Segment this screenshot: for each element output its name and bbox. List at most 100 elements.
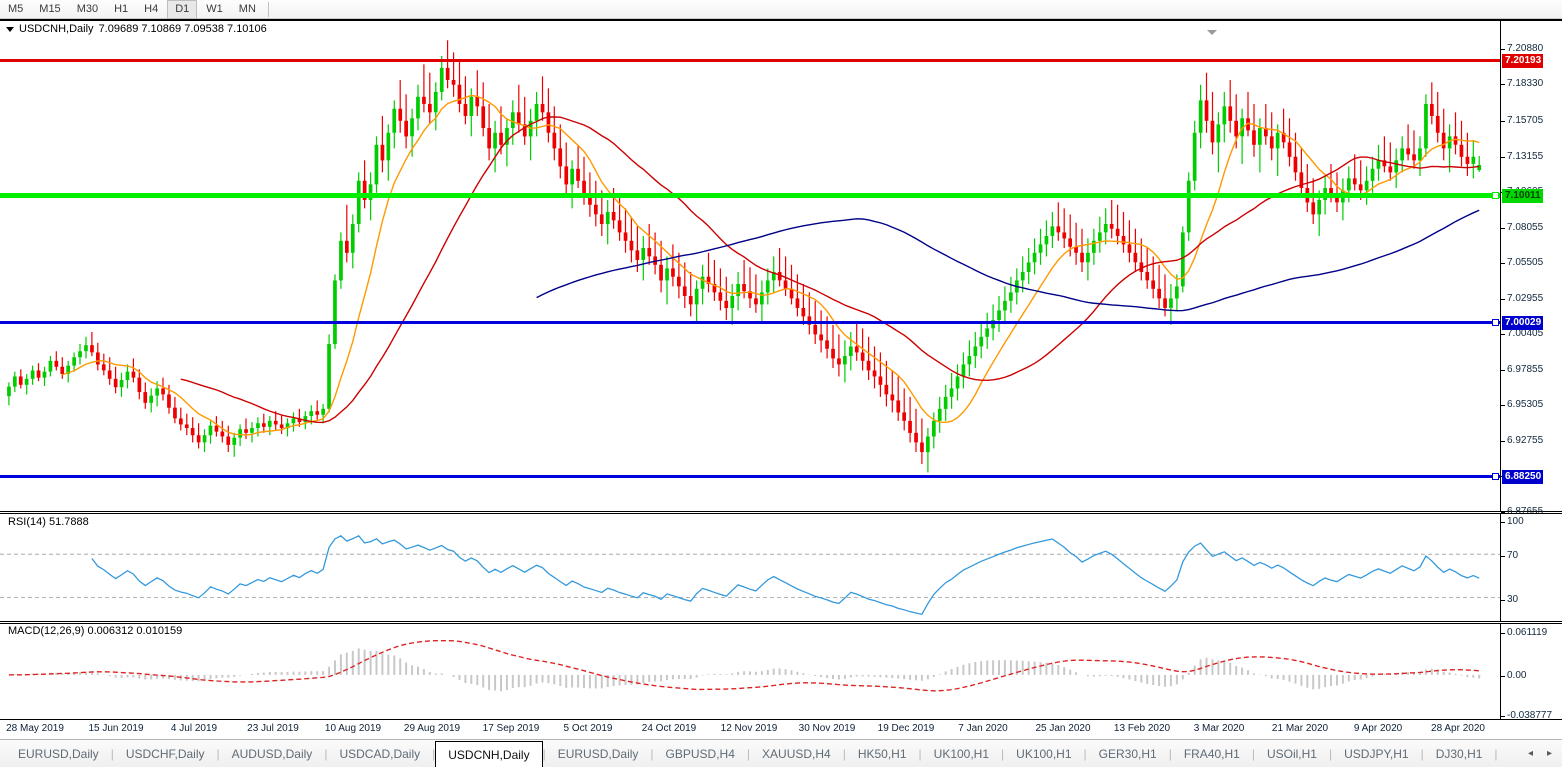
- tab-separator: |: [746, 746, 751, 761]
- price-tick: [1501, 370, 1505, 371]
- tab-separator: |: [1328, 746, 1333, 761]
- chart-tab-ger30-h1[interactable]: GER30,H1: [1098, 746, 1157, 761]
- chart-tab-usdcad-daily[interactable]: USDCAD,Daily: [339, 746, 421, 761]
- rsi-tick: [1501, 600, 1505, 601]
- macd-tick-label: -0.038777: [1507, 710, 1553, 721]
- rsi-canvas: [0, 534, 1500, 616]
- chart-collapse-icon[interactable]: [1207, 22, 1217, 40]
- price-tick-label: 7.15705: [1507, 115, 1544, 126]
- level-line-handle[interactable]: [1492, 473, 1499, 480]
- tab-separator: |: [650, 746, 654, 761]
- price-tick: [1501, 84, 1505, 85]
- price-level-tag-blue[interactable]: 7.00029: [1502, 316, 1544, 330]
- chart-tab-eurusd-daily[interactable]: EURUSD,Daily: [557, 746, 639, 761]
- price-plot-area[interactable]: [0, 21, 1500, 511]
- price-level-tag-green[interactable]: 7.10011: [1502, 189, 1543, 203]
- rsi-axis: 10070300: [1500, 514, 1562, 637]
- price-tick-label: 7.05505: [1507, 257, 1544, 268]
- chart-tab-fra40-h1[interactable]: FRA40,H1: [1183, 746, 1240, 761]
- tab-separator: |: [842, 746, 846, 761]
- timeframe-button-w1[interactable]: W1: [206, 2, 223, 15]
- chart-frame: USDCNH,Daily 7.09689 7.10869 7.09538 7.1…: [0, 19, 1562, 739]
- level-line-handle[interactable]: [1492, 319, 1499, 326]
- scroll-right-icon[interactable]: ▸: [1546, 748, 1552, 759]
- date-tick-label: 28 May 2019: [6, 723, 64, 734]
- tab-separator: |: [1001, 746, 1005, 761]
- horizontal-level-line-green[interactable]: [0, 193, 1500, 198]
- chart-menu-icon[interactable]: [6, 26, 14, 32]
- timeframe-button-d1[interactable]: D1: [167, 0, 198, 19]
- chart-tab-uk100-h1[interactable]: UK100,H1: [933, 746, 990, 761]
- date-tick-label: 29 Aug 2019: [403, 723, 461, 734]
- date-tick-label: 24 Oct 2019: [641, 723, 697, 734]
- tab-separator: |: [432, 746, 436, 761]
- price-tick: [1501, 334, 1505, 335]
- macd-plot-area[interactable]: [0, 624, 1500, 719]
- price-tick: [1501, 512, 1505, 513]
- price-tick-label: 6.95305: [1507, 399, 1544, 410]
- timeframe-button-mn[interactable]: MN: [238, 2, 256, 15]
- date-axis: 28 May 2019 15 Jun 2019 4 Jul 2019 23 Jul 2…: [0, 721, 1500, 739]
- date-tick-label: 3 Mar 2020: [1193, 723, 1245, 734]
- price-tick-label: 7.00405: [1507, 328, 1544, 339]
- symbol-name: USDCNH,Daily: [19, 23, 94, 35]
- macd-label: MACD(12,26,9) 0.006312 0.010159: [6, 625, 185, 637]
- macd-tick: [1501, 633, 1505, 634]
- chart-tab-uk100-h1[interactable]: UK100,H1: [1016, 746, 1072, 761]
- horizontal-level-line-red[interactable]: [0, 59, 1500, 62]
- price-level-tag-blue[interactable]: 6.88250: [1502, 470, 1544, 484]
- date-tick-label: 4 Jul 2019: [170, 723, 218, 734]
- timeframe-button-m5[interactable]: M5: [8, 2, 24, 15]
- price-tick-label: 7.18330: [1507, 78, 1544, 89]
- macd-tick: [1501, 716, 1505, 717]
- chart-tab-gbpusd-h4[interactable]: GBPUSD,H4: [665, 746, 735, 761]
- date-tick-label: 30 Nov 2019: [798, 723, 856, 734]
- price-level-tag-red[interactable]: 7.20193: [1502, 54, 1544, 68]
- chevron-down-icon: [1207, 30, 1217, 35]
- chart-tab-xauusd-h4[interactable]: XAUUSD,H4: [762, 746, 831, 761]
- price-tick-label: 7.13155: [1507, 151, 1544, 162]
- tab-scroll-controls: ◂ ▸: [1528, 740, 1562, 767]
- date-tick-label: 7 Jan 2020: [958, 723, 1008, 734]
- tab-separator: |: [1420, 746, 1424, 761]
- tab-separator: |: [110, 746, 114, 761]
- chart-tab-usdchf-daily[interactable]: USDCHF,Daily: [125, 746, 205, 761]
- chart-tab-usdcnh-daily[interactable]: USDCNH,Daily: [435, 741, 543, 767]
- chart-tab-hk50-h1[interactable]: HK50,H1: [857, 746, 907, 761]
- tab-separator: |: [324, 746, 328, 761]
- symbol-ohlc: 7.09689 7.10869 7.09538 7.10106: [98, 23, 267, 35]
- price-tick: [1501, 121, 1505, 122]
- macd-axis: 0.061119 0.00 -0.038777: [1500, 624, 1562, 721]
- timeframe-button-h1[interactable]: H1: [114, 2, 129, 15]
- price-tick-label: 6.97855: [1507, 364, 1544, 375]
- horizontal-level-line-blue[interactable]: [0, 475, 1500, 478]
- scroll-left-icon[interactable]: ◂: [1527, 748, 1533, 759]
- chart-tab-bar: EURUSD,Daily | USDCHF,Daily | AUDUSD,Daily | U…: [0, 739, 1562, 767]
- rsi-plot-area[interactable]: [0, 514, 1500, 621]
- rsi-label: RSI(14) 51.7888: [6, 516, 91, 528]
- price-tick: [1501, 299, 1505, 300]
- level-line-handle[interactable]: [1492, 192, 1499, 199]
- price-tick-label: 7.20880: [1507, 43, 1544, 54]
- timeframe-button-m15[interactable]: M15: [39, 2, 61, 15]
- price-axis[interactable]: 7.208807.183307.157057.131557.106057.080…: [1500, 21, 1562, 588]
- candlestick-canvas: [7, 40, 1482, 473]
- macd-tick: [1501, 676, 1505, 677]
- chart-tab-audusd-daily[interactable]: AUDUSD,Daily: [231, 746, 313, 761]
- chart-tab-usdjpy-h1[interactable]: USDJPY,H1: [1344, 746, 1409, 761]
- chart-tab-eurusd-daily[interactable]: EURUSD,Daily: [18, 746, 99, 761]
- price-tick: [1501, 405, 1505, 406]
- timeframe-button-m30[interactable]: M30: [76, 2, 99, 15]
- macd-pane: MACD(12,26,9) 0.006312 0.010159 0.061119…: [0, 623, 1562, 721]
- toolbar-separator: [267, 1, 269, 17]
- chart-tab-dj30-h1[interactable]: DJ30,H1: [1435, 746, 1483, 761]
- date-tick-label: 21 Mar 2020: [1271, 723, 1329, 734]
- tab-separator: |: [918, 746, 922, 761]
- timeframe-button-h4[interactable]: H4: [144, 2, 159, 15]
- horizontal-level-line-blue[interactable]: [0, 321, 1500, 324]
- rsi-tick-label: 100: [1507, 516, 1524, 527]
- price-tick: [1501, 441, 1505, 442]
- chart-tab-usoil-h1[interactable]: USOil,H1: [1266, 746, 1317, 761]
- date-tick-label: 15 Jun 2019: [88, 723, 144, 734]
